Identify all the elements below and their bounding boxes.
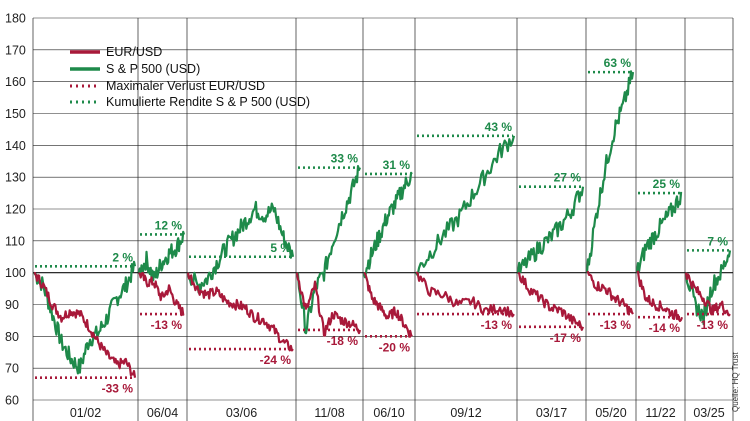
period-05-20 <box>585 70 635 316</box>
period-09-12 <box>415 134 516 318</box>
period-label-03-25: 03/25 <box>693 406 724 420</box>
eurusd-line-11-22 <box>636 270 684 323</box>
y-tick-70: 70 <box>5 362 19 376</box>
y-tick-90: 90 <box>5 298 19 312</box>
eurusd-loss-label-05-20: -13 % <box>600 318 632 332</box>
legend-label-eur-loss: Maximaler Verlust EUR/USD <box>106 79 265 93</box>
grid <box>32 17 734 421</box>
period-06-10 <box>362 171 413 338</box>
period-label-03-17: 03/17 <box>536 406 567 420</box>
period-03-25 <box>684 249 732 326</box>
period-label-03-06: 03/06 <box>226 406 257 420</box>
period-label-09-12: 09/12 <box>450 406 481 420</box>
period-03-17 <box>516 185 585 331</box>
series <box>33 70 732 380</box>
y-tick-100: 100 <box>5 266 26 280</box>
eurusd-line-06-04 <box>138 271 185 317</box>
period-label-11-08: 11/08 <box>314 406 344 420</box>
legend-label-eur: EUR/USD <box>106 45 162 59</box>
sp500-line-06-04 <box>137 230 186 282</box>
sp500-return-label-06-04: 12 % <box>155 218 183 232</box>
annotations: 2 % -33 % 12 % -13 % 5 % -24 % 33 % -18 % 31 % -2… <box>102 56 729 396</box>
sp500-return-label-03-25: 7 % <box>707 234 728 248</box>
eurusd-loss-label-03-17: -17 % <box>550 331 582 345</box>
period-06-04 <box>137 230 186 317</box>
period-label-06-10: 06/10 <box>373 406 404 420</box>
sp500-return-label-11-22: 25 % <box>653 177 681 191</box>
legend: EUR/USD S & P 500 (USD) Maximaler Verlus… <box>70 45 310 109</box>
y-axis: 60 70 80 90 100 110 120 130 140 150 160 170 180 <box>5 12 26 408</box>
eurusd-loss-label-03-06: -24 % <box>260 353 292 367</box>
eurusd-loss-label-11-08: -18 % <box>327 334 359 348</box>
eurusd-loss-label-06-04: -13 % <box>151 318 183 332</box>
eurusd-line-03-06 <box>186 272 294 352</box>
sp500-return-label-06-10: 31 % <box>383 158 411 172</box>
y-tick-110: 110 <box>5 234 25 248</box>
y-tick-140: 140 <box>5 139 26 153</box>
y-tick-180: 180 <box>5 12 26 26</box>
legend-label-sp: S & P 500 (USD) <box>106 62 200 76</box>
sp500-line-11-22 <box>635 191 683 273</box>
sp500-return-label-09-12: 43 % <box>485 120 513 134</box>
period-label-06-04: 06/04 <box>147 406 178 420</box>
eurusd-line-11-08 <box>295 272 362 337</box>
sp500-return-label-03-06: 5 % <box>270 241 291 255</box>
source-note: Quelle: HQ Trust <box>731 352 740 412</box>
period-11-22 <box>635 191 684 323</box>
sp500-return-label-01-02: 2 % <box>112 250 133 264</box>
eurusd-line-05-20 <box>586 270 634 315</box>
sp500-return-label-11-08: 33 % <box>331 152 359 166</box>
eurusd-loss-label-06-10: -20 % <box>379 340 411 354</box>
period-03-06 <box>186 200 295 352</box>
period-label-11-22: 11/22 <box>645 406 675 420</box>
sp500-line-11-08 <box>296 165 362 335</box>
y-tick-150: 150 <box>5 107 26 121</box>
eurusd-line-03-17 <box>517 271 585 331</box>
y-tick-130: 130 <box>5 171 26 185</box>
eurusd-loss-label-11-22: -14 % <box>649 321 681 335</box>
eurusd-line-09-12 <box>415 271 515 318</box>
eurusd-line-01-02 <box>33 271 137 378</box>
y-tick-120: 120 <box>5 203 26 217</box>
period-01-02 <box>33 260 137 380</box>
y-tick-60: 60 <box>5 394 19 408</box>
sp500-return-label-05-20: 63 % <box>604 56 632 70</box>
period-label-05-20: 05/20 <box>595 406 626 420</box>
sp500-line-03-17 <box>516 186 585 274</box>
sp500-line-05-20 <box>585 70 635 273</box>
sp500-line-01-02 <box>33 260 137 375</box>
sp500-line-09-12 <box>415 135 516 277</box>
eurusd-line-03-25 <box>684 272 731 317</box>
y-tick-80: 80 <box>5 330 19 344</box>
period-label-01-02: 01/02 <box>70 406 101 420</box>
eurusd-loss-label-03-25: -13 % <box>697 318 729 332</box>
eurusd-line-06-10 <box>363 271 413 338</box>
period-11-08 <box>295 165 362 337</box>
eurusd-loss-label-01-02: -33 % <box>102 382 134 396</box>
y-tick-170: 170 <box>5 43 26 57</box>
y-tick-160: 160 <box>5 75 26 89</box>
sp500-return-label-03-17: 27 % <box>554 171 582 185</box>
eurusd-loss-label-09-12: -13 % <box>481 318 513 332</box>
x-axis-periods: 01/02 06/04 03/06 11/08 06/10 09/12 03/17 05/20… <box>70 406 725 420</box>
sp500-line-06-10 <box>362 171 413 279</box>
sp500-line-03-06 <box>186 200 295 294</box>
legend-label-sp-return: Kumulierte Rendite S & P 500 (USD) <box>106 95 310 109</box>
